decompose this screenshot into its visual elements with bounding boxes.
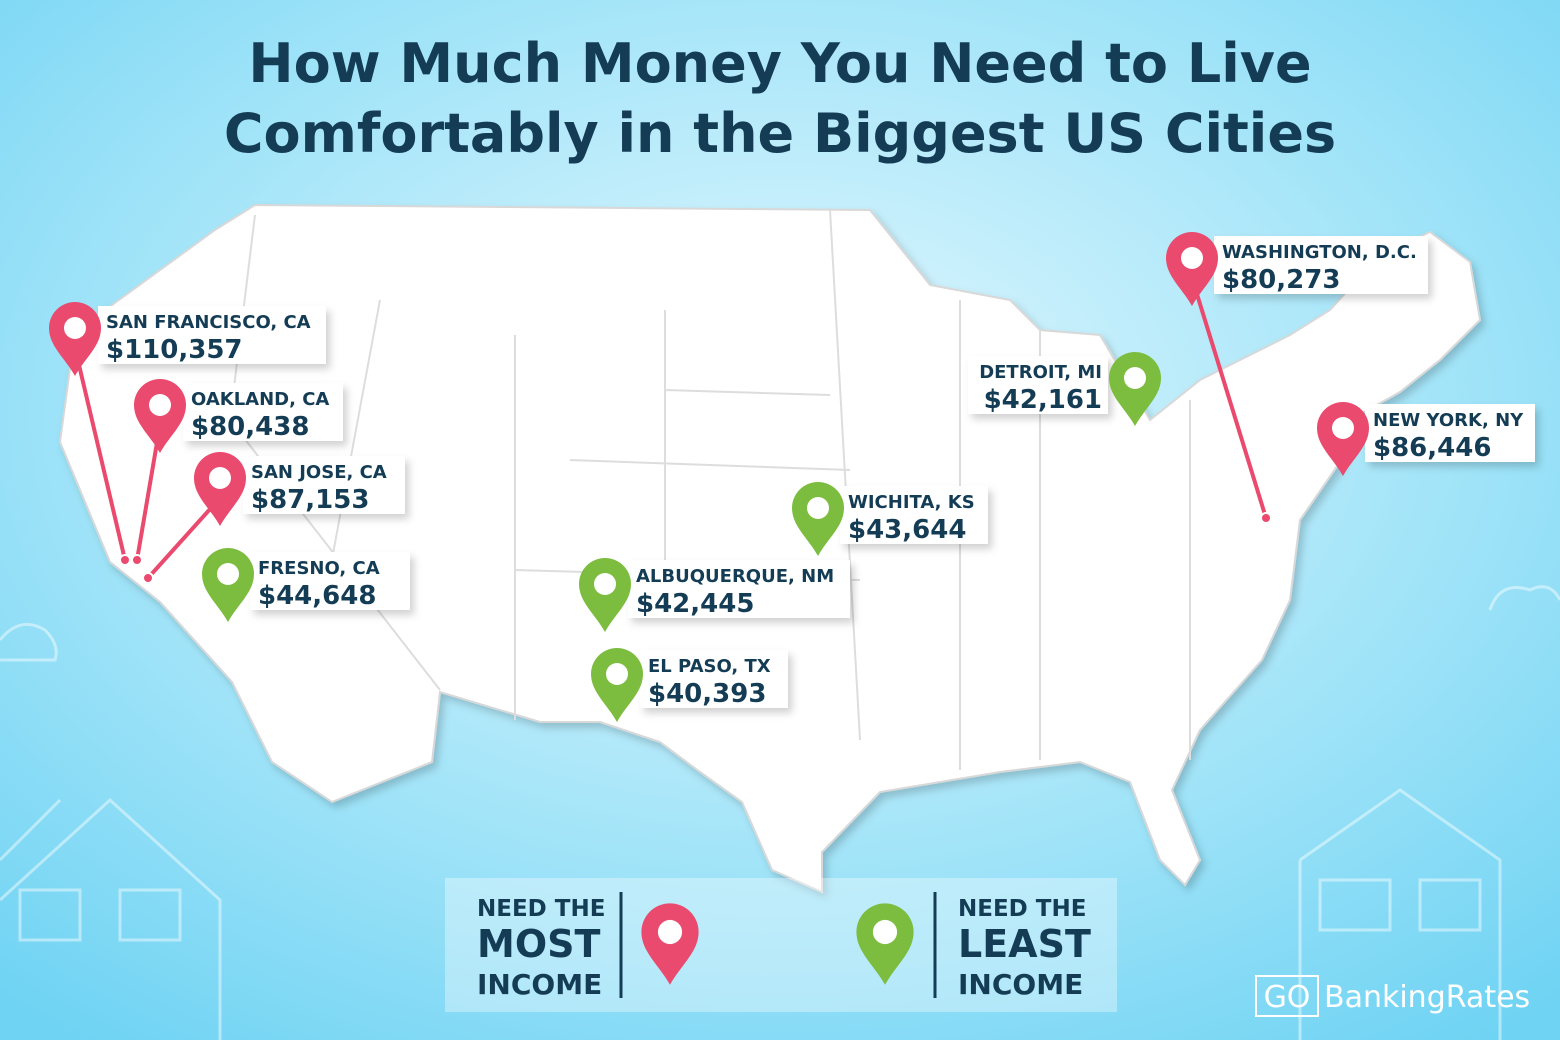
title-line: Comfortably in the Biggest US Cities [224,102,1336,165]
label-box [628,560,850,618]
city-marker: SAN FRANCISCO, CA$110,357 [73,306,326,566]
city-amount: $87,153 [251,485,369,515]
city-name: WASHINGTON, D.C. [1222,242,1417,263]
city-amount: $86,446 [1373,433,1491,463]
legend-text: INCOME [958,968,1083,1001]
pin-hole [606,663,628,685]
pin-hole [1332,417,1354,439]
label-box [98,306,326,364]
houses-background [0,585,1560,1040]
label-box [1365,404,1535,462]
city-amount: $42,445 [636,589,754,619]
city-marker: SAN JOSE, CA$87,153 [142,456,405,584]
city-marker: FRESNO, CA$44,648 [250,552,410,611]
city-amount: $44,648 [258,581,376,611]
city-name: EL PASO, TX [648,656,771,677]
legend-text: NEED THE [958,896,1086,922]
label-box [968,356,1108,414]
leader-dot [119,554,131,566]
city-name: NEW YORK, NY [1373,410,1524,431]
pin-hole [64,317,86,339]
pin-hole [872,919,898,945]
brand-text: BankingRates [1324,980,1530,1015]
city-amount: $80,273 [1222,265,1340,295]
city-name: FRESNO, CA [258,558,380,579]
city-amount: $43,644 [848,515,966,545]
legend-text: INCOME [477,968,602,1001]
city-name: WICHITA, KS [848,492,975,513]
brand-text: GO [1264,980,1311,1015]
city-name: SAN FRANCISCO, CA [106,312,311,333]
legend-text: LEAST [958,922,1091,966]
city-name: OAKLAND, CA [191,389,329,410]
city-marker: NEW YORK, NY$86,446 [1365,404,1535,463]
us-map [58,203,1482,894]
pin-hole [594,573,616,595]
title-line: How Much Money You Need to Live [248,32,1311,95]
leader-line [73,347,127,561]
city-marker: OAKLAND, CA$80,438 [131,383,343,566]
label-box [243,456,405,514]
pin-hole [807,497,829,519]
pin-hole [217,563,239,585]
city-name: ALBUQUERQUE, NM [636,566,834,587]
leader-dot [131,554,143,566]
pin-hole [209,467,231,489]
label-box [640,650,788,708]
legend-box [445,878,1117,1012]
city-marker: WICHITA, KS$43,644 [840,486,988,545]
city-marker: WASHINGTON, D.C.$80,273 [1190,236,1428,524]
leader-dot [142,572,154,584]
leader-line [146,496,222,580]
label-box [1214,236,1428,294]
city-marker: DETROIT, MI$42,161 [968,356,1108,415]
legend-text: NEED THE [477,896,605,922]
pin-hole [149,394,171,416]
brand-box [1255,975,1319,1017]
pin-hole [1124,367,1146,389]
city-name: DETROIT, MI [979,362,1102,383]
city-amount: $42,161 [984,385,1102,415]
pin-hole [1181,247,1203,269]
pin-hole [657,919,683,945]
city-name: SAN JOSE, CA [251,462,387,483]
city-amount: $40,393 [648,679,766,709]
label-box [840,486,988,544]
leader-line [1190,277,1268,519]
legend-text: MOST [477,922,600,966]
city-amount: $80,438 [191,412,309,442]
leader-dot [1260,512,1272,524]
label-box [183,383,343,441]
label-box [250,552,410,610]
city-marker: EL PASO, TX$40,393 [640,650,788,709]
leader-line [135,424,162,561]
city-marker: ALBUQUERQUE, NM$42,445 [628,560,850,619]
city-amount: $110,357 [106,335,243,365]
